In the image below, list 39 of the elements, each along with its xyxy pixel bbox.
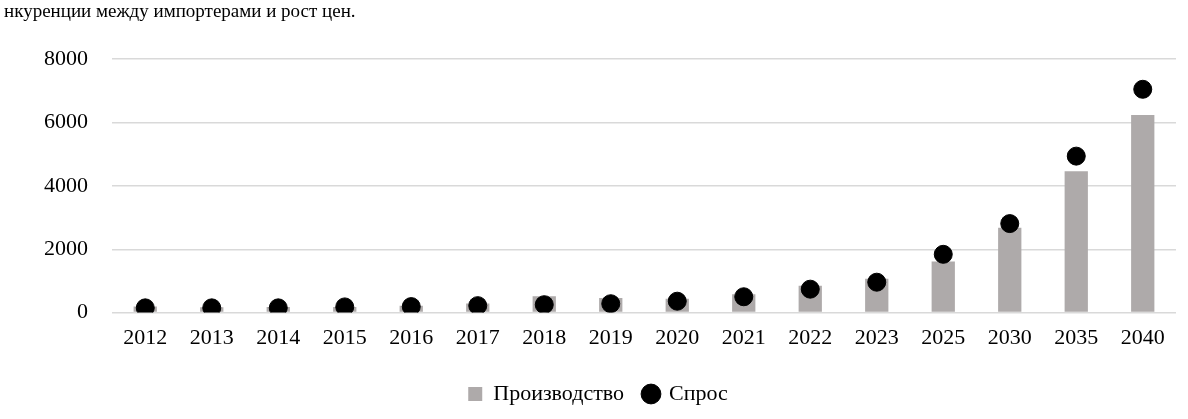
x-tick-label: 2022 (788, 323, 833, 349)
bar (1064, 171, 1088, 312)
x-tick-label: 2015 (322, 323, 367, 349)
point (933, 244, 953, 264)
point (601, 294, 621, 313)
point (734, 287, 754, 307)
x-tick-label: 2023 (854, 323, 899, 349)
bar (998, 227, 1022, 312)
point (1066, 146, 1086, 166)
y-tick-label: 0 (77, 298, 88, 324)
x-tick-label: 2035 (1054, 323, 1099, 349)
bar (1131, 114, 1155, 312)
point (335, 297, 355, 313)
x-tick-label: 2013 (189, 323, 234, 349)
legend-label: Спрос (669, 379, 728, 405)
point (667, 291, 687, 311)
bar (931, 261, 955, 312)
x-tick-label: 2020 (655, 323, 700, 349)
y-tick-label: 8000 (44, 44, 88, 70)
x-tick-label: 2030 (987, 323, 1032, 349)
y-tick-label: 4000 (44, 171, 88, 197)
x-tick-label: 2014 (256, 323, 301, 349)
legend-label: Производство (493, 379, 624, 405)
x-tick-label: 2040 (1120, 323, 1165, 349)
text: нкуренции между импортерами и рост цен. (3, 0, 357, 22)
x-tick-label: 2018 (522, 323, 567, 349)
point (468, 296, 488, 313)
x-tick-label: 2025 (921, 323, 966, 349)
x-tick-label: 2019 (588, 323, 633, 349)
x-tick-label: 2017 (455, 323, 500, 349)
x-tick-label: 2016 (389, 323, 434, 349)
point (1133, 79, 1153, 99)
point (867, 272, 887, 292)
x-tick-label: 2021 (721, 323, 766, 349)
point (1000, 214, 1020, 234)
y-tick-label: 2000 (44, 235, 88, 261)
y-tick-label: 6000 (44, 108, 88, 134)
x-tick-label: 2012 (123, 323, 168, 349)
point (401, 297, 421, 313)
